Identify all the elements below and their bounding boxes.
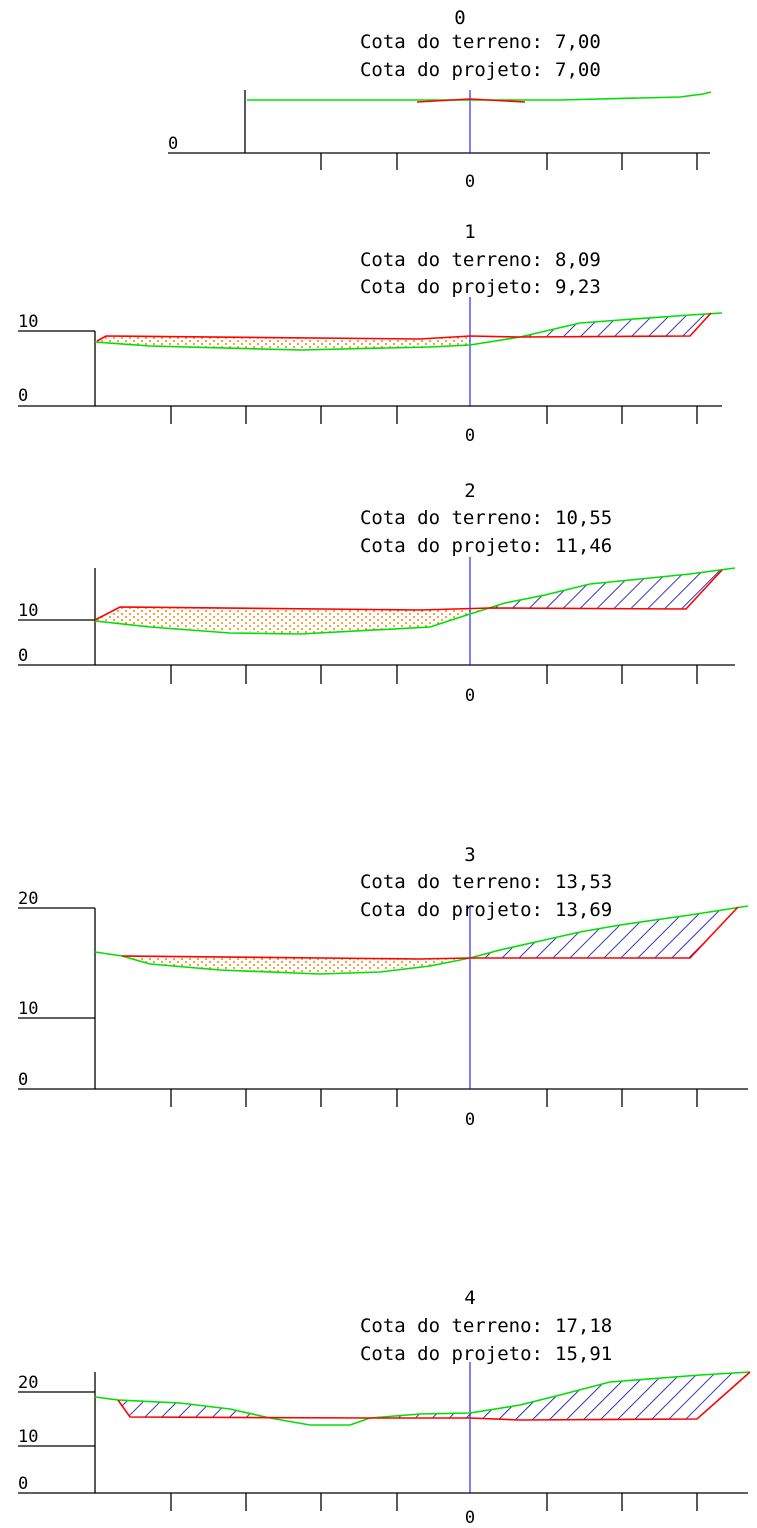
- elevation-label-0: 0: [168, 134, 178, 154]
- terrain-elevation-value: 17,18: [555, 1315, 612, 1337]
- project-elevation-label: Cota do projeto:: [360, 276, 543, 298]
- section-number: 3: [464, 844, 475, 866]
- elevation-label-0: 0: [18, 386, 28, 406]
- terrain-elevation-value: 8,09: [555, 249, 601, 271]
- centerline-label: 0: [465, 1110, 475, 1130]
- terrain-elevation-value: 13,53: [555, 871, 612, 893]
- terrain-elevation-label: Cota do terreno:: [360, 1315, 543, 1337]
- centerline-label: 0: [465, 1508, 475, 1528]
- section-number: 4: [464, 1287, 475, 1309]
- section-number: 1: [464, 221, 475, 243]
- project-elevation-value: 11,46: [555, 535, 612, 557]
- centerline-label: 0: [465, 426, 475, 446]
- section-0: 0 Cota do terreno: 7,00 Cota do projeto:…: [168, 7, 712, 192]
- centerline-label: 0: [465, 172, 475, 192]
- cut-area: [490, 570, 722, 609]
- elevation-label-10: 10: [18, 312, 38, 332]
- section-4: 4 Cota do terreno: 17,18 Cota do projeto…: [18, 1287, 751, 1528]
- section-number: 0: [454, 7, 465, 29]
- elevation-label-10: 10: [18, 1427, 38, 1447]
- section-number: 2: [464, 480, 475, 502]
- axes: [18, 330, 722, 424]
- terrain-line: [247, 91, 712, 101]
- elevation-label-10: 10: [18, 601, 38, 621]
- cut-area-left: [118, 1400, 270, 1418]
- centerline-label: 0: [465, 686, 475, 706]
- fill-area: [95, 607, 490, 634]
- elevation-label-20: 20: [18, 1373, 38, 1393]
- axes: [18, 907, 748, 1107]
- terrain-elevation-label: Cota do terreno:: [360, 249, 543, 271]
- elevation-label-0: 0: [18, 1474, 28, 1494]
- project-line: [94, 569, 723, 621]
- cut-area-right: [370, 1372, 750, 1420]
- project-elevation-value: 7,00: [555, 59, 601, 81]
- elevation-label-0: 0: [18, 1070, 28, 1090]
- axes: [18, 1372, 748, 1511]
- project-line: [121, 906, 739, 960]
- project-line: [96, 312, 712, 342]
- project-elevation-value: 13,69: [555, 899, 612, 921]
- project-elevation-label: Cota do projeto:: [360, 535, 543, 557]
- section-3: 3 Cota do terreno: 13,53 Cota do projeto…: [18, 844, 749, 1130]
- axes: [168, 90, 710, 170]
- project-elevation-value: 15,91: [555, 1343, 612, 1365]
- terrain-line: [94, 905, 749, 975]
- terrain-elevation-value: 10,55: [555, 507, 612, 529]
- terrain-elevation-label: Cota do terreno:: [360, 871, 543, 893]
- section-2: 2 Cota do terreno: 10,55 Cota do projeto…: [18, 480, 736, 706]
- cut-area: [520, 313, 711, 337]
- terrain-elevation-label: Cota do terreno:: [360, 507, 543, 529]
- elevation-label-10: 10: [18, 999, 38, 1019]
- fill-area: [122, 956, 470, 974]
- project-elevation-label: Cota do projeto:: [360, 1343, 543, 1365]
- elevation-label-20: 20: [18, 889, 38, 909]
- terrain-elevation-label: Cota do terreno:: [360, 31, 543, 53]
- project-line: [416, 98, 526, 103]
- elevation-label-0: 0: [18, 646, 28, 666]
- cut-area: [470, 907, 738, 958]
- project-elevation-value: 9,23: [555, 276, 601, 298]
- section-1: 1 Cota do terreno: 8,09 Cota do projeto:…: [18, 221, 723, 446]
- project-line: [117, 1371, 751, 1421]
- terrain-elevation-value: 7,00: [555, 31, 601, 53]
- project-elevation-label: Cota do projeto:: [360, 59, 543, 81]
- project-elevation-label: Cota do projeto:: [360, 899, 543, 921]
- axes: [18, 568, 735, 684]
